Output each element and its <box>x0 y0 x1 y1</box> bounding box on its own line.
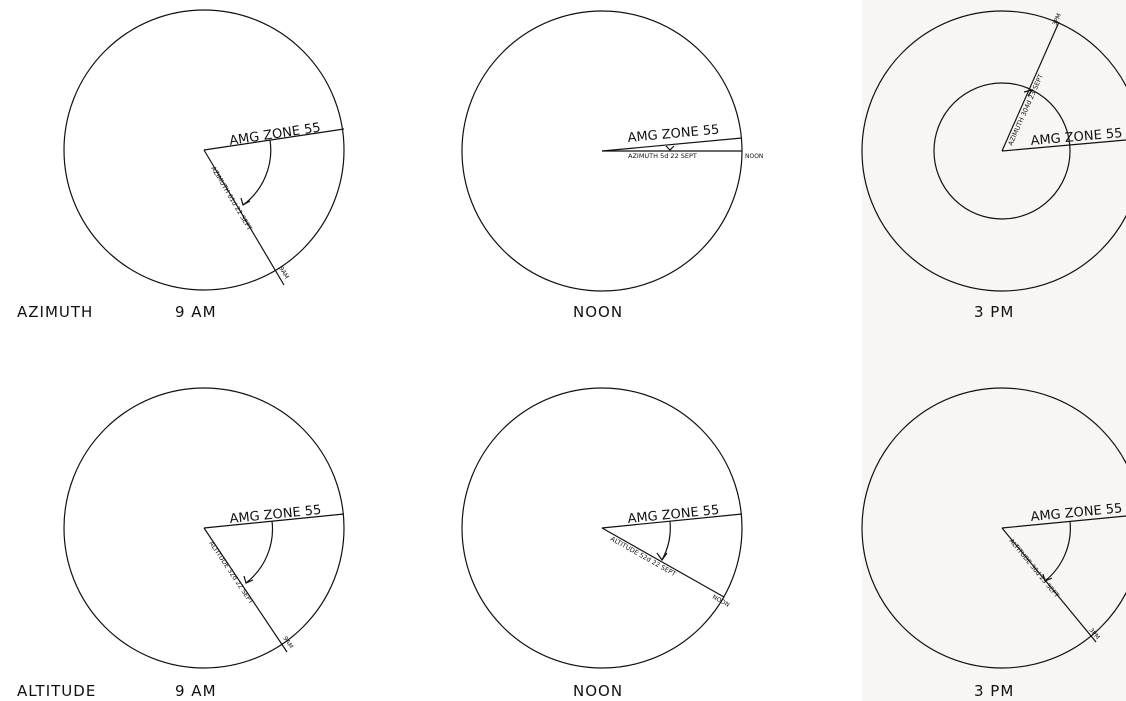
zone-label-alt-9am: AMG ZONE 55 <box>229 503 322 527</box>
zone-line-alt-9am <box>203 513 345 529</box>
right-panel-background <box>862 0 1126 701</box>
arrow-az-3pm <box>1023 89 1034 97</box>
zone-line-alt-3pm <box>1001 515 1126 529</box>
arc-alt-3pm <box>1044 520 1071 582</box>
zone-label-az-9am: AMG ZONE 55 <box>228 121 321 149</box>
arc-alt-9am <box>245 520 274 584</box>
arrow-alt-noon <box>656 552 668 562</box>
annotation-az-9am: AZIMUTH 61d 22 SEPT <box>209 165 253 232</box>
time-label-alt-noon: NOON <box>573 682 624 700</box>
zone-label-az-3pm: AMG ZONE 55 <box>1030 126 1123 149</box>
annotation-alt-noon: ALTITUDE 52d 22 SEPT <box>609 535 677 578</box>
zone-label-alt-noon: AMG ZONE 55 <box>627 503 720 527</box>
zone-line-alt-noon <box>601 513 743 529</box>
circle-az-3pm-outer <box>861 10 1126 292</box>
circle-alt-3pm <box>861 387 1126 669</box>
timetag-alt-noon: NOON <box>711 594 730 609</box>
timetag-az-noon: NOON <box>745 153 763 160</box>
time-label-alt-9am: 9 AM <box>175 682 217 700</box>
azimuth-line-az-3pm <box>1001 21 1060 152</box>
zone-line-az-noon <box>601 137 743 152</box>
circle-az-9am <box>63 9 345 291</box>
arrow-alt-9am <box>243 575 254 584</box>
timetag-az-3pm: 3PM <box>1051 12 1062 26</box>
timetag-az-9am: 9AM <box>277 265 290 280</box>
annotation-az-noon: AZIMUTH 5d 22 SEPT <box>628 152 697 160</box>
time-label-alt-3pm: 3 PM <box>974 682 1015 700</box>
time-label-az-9am: 9 AM <box>175 303 217 321</box>
row-label-azimuth: AZIMUTH <box>17 303 94 321</box>
circle-alt-noon <box>461 387 743 669</box>
zone-label-alt-3pm: AMG ZONE 55 <box>1030 501 1123 525</box>
time-label-az-3pm: 3 PM <box>974 303 1015 321</box>
circle-az-3pm-inner <box>933 82 1071 220</box>
arrow-alt-3pm <box>1042 573 1053 582</box>
annotation-alt-9am: ALTITUDE 32d 22 SEPT <box>207 540 255 606</box>
zone-line-az-3pm <box>1001 139 1126 152</box>
altitude-line-alt-3pm <box>1001 527 1097 643</box>
arrow-az-noon <box>665 145 675 151</box>
arrow-az-9am <box>240 197 251 206</box>
azimuth-line-az-9am <box>203 149 285 286</box>
zone-line-az-9am <box>203 128 345 151</box>
zone-label-az-noon: AMG ZONE 55 <box>627 123 720 146</box>
annotation-alt-3pm: ALTITUDE 36d 23 SEPT <box>1007 537 1060 599</box>
time-label-az-noon: NOON <box>573 303 624 321</box>
arc-az-9am <box>242 139 272 206</box>
altitude-line-alt-noon <box>601 527 725 598</box>
row-label-altitude: ALTITUDE <box>17 682 97 700</box>
circle-alt-9am <box>63 387 345 669</box>
timetag-alt-9am: 9AM <box>281 635 294 650</box>
altitude-line-alt-9am <box>203 527 288 653</box>
